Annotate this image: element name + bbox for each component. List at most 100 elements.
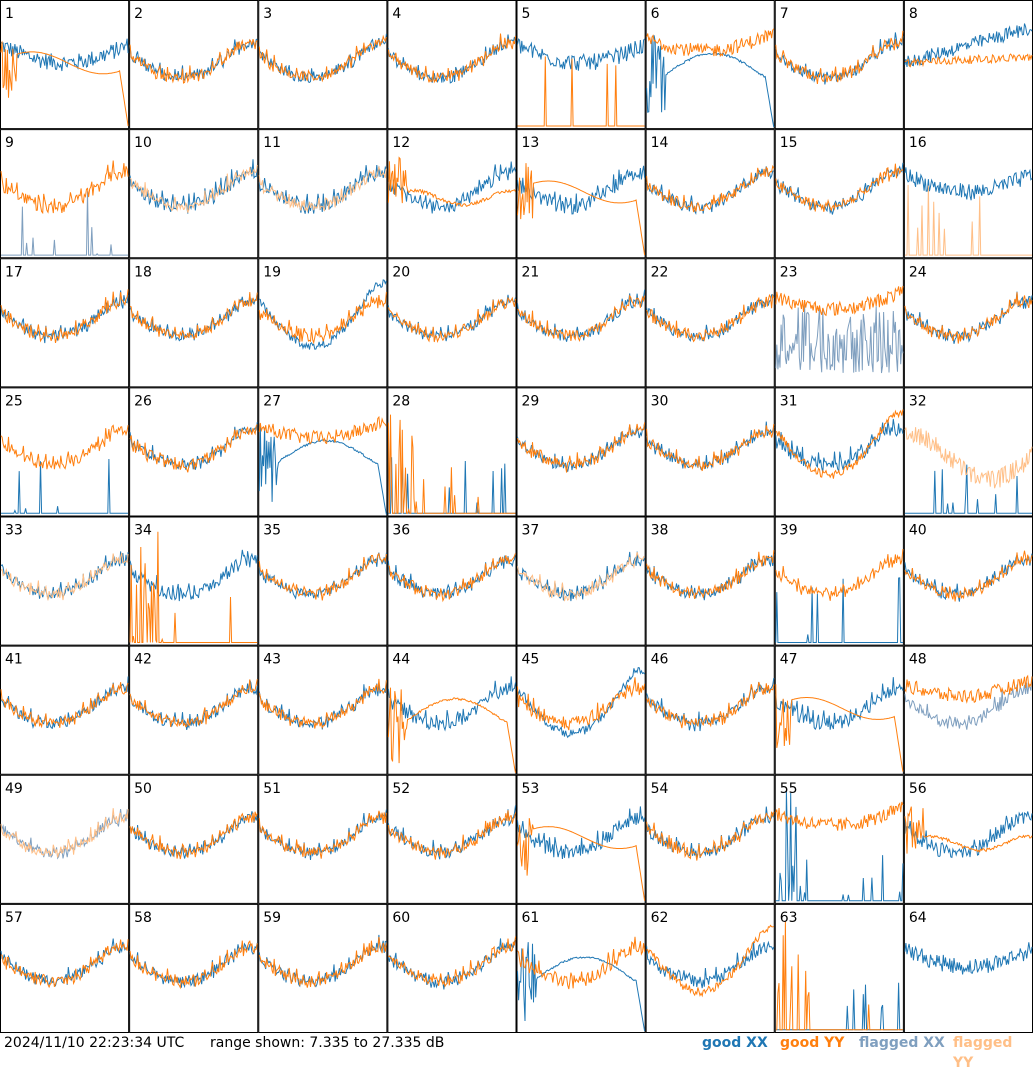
panel-18: 18 bbox=[129, 258, 259, 388]
panel-23: 23 bbox=[774, 258, 904, 388]
panel-label-37: 37 bbox=[522, 523, 540, 539]
panel-frame-46 bbox=[645, 645, 775, 775]
panel-15: 15 bbox=[774, 129, 904, 259]
panel-label-3: 3 bbox=[263, 6, 272, 22]
panel-42-yy-line bbox=[129, 679, 258, 728]
panel-4: 4 bbox=[387, 0, 517, 130]
panel-frame-9 bbox=[0, 129, 130, 259]
panel-34: 34 bbox=[129, 516, 259, 646]
panel-52-yy-line bbox=[387, 810, 516, 860]
panel-26: 26 bbox=[129, 387, 259, 517]
panel-12-xx-line bbox=[387, 161, 516, 214]
panel-label-5: 5 bbox=[522, 6, 531, 22]
panel-frame-7 bbox=[774, 0, 904, 130]
panel-label-49: 49 bbox=[5, 781, 23, 797]
panel-5-yy-line bbox=[517, 56, 645, 127]
panel-frame-6 bbox=[645, 0, 775, 130]
panel-label-6: 6 bbox=[651, 6, 660, 22]
panel-53: 53 bbox=[516, 774, 646, 904]
panel-label-32: 32 bbox=[909, 393, 927, 409]
panel-25-xx-line bbox=[1, 458, 129, 514]
panel-16-yy-line bbox=[904, 184, 1032, 256]
panel-29: 29 bbox=[516, 387, 646, 517]
panel-frame-27 bbox=[258, 387, 388, 517]
panel-45: 45 bbox=[516, 645, 646, 775]
panel-frame-56 bbox=[903, 774, 1033, 904]
panel-label-44: 44 bbox=[392, 652, 410, 668]
panel-frame-1 bbox=[0, 0, 130, 130]
panel-frame-4 bbox=[387, 0, 517, 130]
panel-39: 39 bbox=[774, 516, 904, 646]
panel-10-yy-line bbox=[129, 164, 258, 213]
panel-48-xx-line bbox=[904, 676, 1033, 730]
footer: 2024/11/10 22:23:34 UTC range shown: 7.3… bbox=[0, 1033, 1033, 1071]
panel-label-47: 47 bbox=[780, 652, 798, 668]
panel-31-yy-line bbox=[775, 409, 904, 479]
panel-frame-23 bbox=[774, 258, 904, 388]
panel-2-yy-line bbox=[129, 38, 258, 84]
panel-frame-14 bbox=[645, 129, 775, 259]
panel-56: 56 bbox=[903, 774, 1033, 904]
panel-57-yy-line bbox=[0, 939, 129, 989]
panel-frame-45 bbox=[516, 645, 646, 775]
panel-56-yy-line bbox=[904, 806, 1033, 854]
panel-label-39: 39 bbox=[780, 523, 798, 539]
panel-20-yy-line bbox=[387, 296, 516, 344]
panel-1: 1 bbox=[0, 0, 130, 130]
panel-7-yy-line bbox=[775, 30, 904, 84]
panel-frame-41 bbox=[0, 645, 130, 775]
panel-frame-3 bbox=[258, 0, 388, 130]
panel-53-yy-line bbox=[517, 818, 646, 901]
panel-frame-49 bbox=[0, 774, 130, 904]
panel-31: 31 bbox=[774, 387, 904, 517]
panel-13-xx-line bbox=[517, 165, 646, 215]
panel-frame-22 bbox=[645, 258, 775, 388]
panel-64: 64 bbox=[903, 903, 1033, 1033]
panel-label-10: 10 bbox=[134, 135, 152, 151]
panel-33-yy-line bbox=[0, 552, 129, 601]
panel-19-yy-line bbox=[258, 292, 387, 345]
panel-47: 47 bbox=[774, 645, 904, 775]
panel-label-41: 41 bbox=[5, 652, 23, 668]
panel-39-xx-line bbox=[775, 577, 903, 643]
panel-17-xx-line bbox=[0, 290, 129, 344]
panel-54: 54 bbox=[645, 774, 775, 904]
panel-9-xx-line bbox=[1, 191, 129, 256]
panel-27-yy-line bbox=[258, 415, 387, 445]
panel-label-35: 35 bbox=[263, 523, 281, 539]
panel-49-yy-line bbox=[0, 808, 129, 858]
panel-label-38: 38 bbox=[651, 523, 669, 539]
panel-54-xx-line bbox=[646, 806, 775, 859]
panel-label-1: 1 bbox=[5, 6, 14, 22]
panel-48: 48 bbox=[903, 645, 1033, 775]
panel-14-yy-line bbox=[646, 164, 775, 213]
panel-61: 61 bbox=[516, 903, 646, 1033]
panel-55-xx-line bbox=[775, 790, 904, 902]
panel-52: 52 bbox=[387, 774, 517, 904]
panel-frame-2 bbox=[129, 0, 259, 130]
panel-label-11: 11 bbox=[263, 135, 281, 151]
panel-label-52: 52 bbox=[392, 781, 410, 797]
panel-8-xx-line bbox=[904, 23, 1033, 67]
panel-label-9: 9 bbox=[5, 135, 14, 151]
panel-3-yy-line bbox=[258, 34, 387, 83]
panel-62-xx-line bbox=[646, 940, 775, 989]
panel-64-xx-line bbox=[904, 942, 1033, 975]
panel-label-58: 58 bbox=[134, 910, 152, 926]
panel-label-24: 24 bbox=[909, 264, 927, 280]
panel-label-8: 8 bbox=[909, 6, 918, 22]
panel-60-yy-line bbox=[388, 936, 516, 988]
legend-flagged-xx: flagged XX bbox=[859, 1035, 945, 1051]
panel-label-28: 28 bbox=[392, 393, 410, 409]
panel-27: 27 bbox=[258, 387, 388, 517]
panel-62: 62 bbox=[645, 903, 775, 1033]
panel-23-xx-line bbox=[775, 305, 904, 374]
panel-38-yy-line bbox=[646, 550, 775, 600]
panel-47-yy-line bbox=[775, 684, 904, 772]
panel-58: 58 bbox=[129, 903, 259, 1033]
panel-frame-57 bbox=[0, 903, 130, 1033]
panel-50-xx-line bbox=[129, 811, 258, 859]
panel-45-xx-line bbox=[517, 667, 645, 739]
panel-label-57: 57 bbox=[5, 910, 23, 926]
